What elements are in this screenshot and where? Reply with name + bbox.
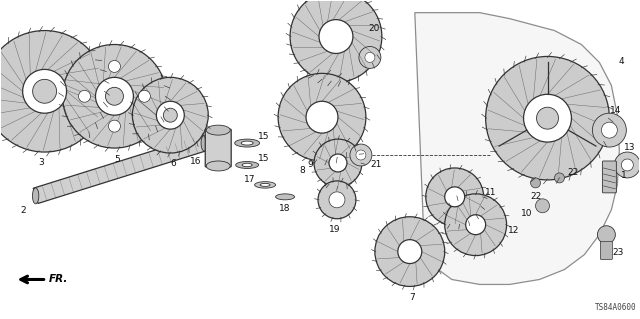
- Circle shape: [524, 94, 572, 142]
- Circle shape: [329, 192, 345, 208]
- Circle shape: [318, 181, 356, 219]
- Text: 7: 7: [409, 293, 415, 302]
- Ellipse shape: [255, 182, 276, 188]
- Circle shape: [22, 70, 67, 113]
- Circle shape: [108, 120, 120, 132]
- Text: 22: 22: [530, 192, 541, 201]
- Circle shape: [306, 101, 338, 133]
- Circle shape: [614, 152, 640, 178]
- Text: 6: 6: [170, 160, 176, 168]
- Circle shape: [531, 178, 541, 188]
- FancyBboxPatch shape: [205, 129, 231, 167]
- Ellipse shape: [201, 135, 207, 151]
- Circle shape: [621, 159, 634, 171]
- Circle shape: [350, 144, 372, 166]
- Ellipse shape: [241, 141, 253, 145]
- Text: 21: 21: [370, 160, 381, 169]
- Circle shape: [329, 154, 347, 172]
- Circle shape: [163, 108, 177, 122]
- Text: 23: 23: [612, 248, 624, 257]
- Text: 22: 22: [568, 168, 579, 177]
- Circle shape: [554, 173, 564, 183]
- Circle shape: [375, 217, 445, 286]
- Circle shape: [314, 139, 362, 187]
- Polygon shape: [33, 136, 207, 204]
- Text: TS84A0600: TS84A0600: [595, 303, 636, 312]
- FancyBboxPatch shape: [600, 241, 612, 260]
- Circle shape: [106, 87, 124, 105]
- Circle shape: [365, 52, 375, 63]
- Ellipse shape: [236, 161, 259, 168]
- Circle shape: [63, 45, 166, 148]
- Text: 2: 2: [21, 206, 26, 215]
- Ellipse shape: [242, 163, 252, 167]
- Polygon shape: [415, 13, 620, 285]
- Ellipse shape: [206, 161, 230, 171]
- Circle shape: [108, 60, 120, 72]
- FancyBboxPatch shape: [602, 161, 616, 193]
- Circle shape: [79, 90, 90, 102]
- Text: 13: 13: [623, 143, 635, 152]
- Circle shape: [398, 240, 422, 263]
- Ellipse shape: [260, 183, 270, 186]
- Text: 15: 15: [259, 132, 270, 141]
- Ellipse shape: [276, 194, 294, 200]
- Circle shape: [138, 90, 150, 102]
- Circle shape: [445, 187, 465, 207]
- Text: 11: 11: [485, 188, 497, 197]
- Text: 8: 8: [299, 167, 305, 175]
- Ellipse shape: [235, 139, 260, 147]
- Circle shape: [278, 73, 366, 161]
- Circle shape: [593, 113, 627, 147]
- Text: 17: 17: [244, 175, 256, 184]
- Text: 5: 5: [115, 154, 120, 164]
- Circle shape: [466, 215, 486, 235]
- Circle shape: [132, 78, 208, 153]
- Circle shape: [426, 168, 484, 226]
- Circle shape: [33, 79, 56, 103]
- Circle shape: [319, 19, 353, 54]
- Circle shape: [359, 47, 381, 68]
- Circle shape: [95, 78, 133, 115]
- Ellipse shape: [33, 188, 39, 204]
- Text: 3: 3: [39, 159, 45, 167]
- Circle shape: [356, 150, 366, 160]
- Circle shape: [0, 31, 106, 152]
- Circle shape: [290, 0, 382, 82]
- Text: 4: 4: [618, 57, 624, 66]
- Ellipse shape: [206, 125, 230, 135]
- Text: 18: 18: [279, 204, 291, 213]
- Text: FR.: FR.: [49, 274, 68, 285]
- Text: 15: 15: [259, 153, 270, 162]
- Text: 19: 19: [329, 225, 340, 234]
- Text: 1: 1: [620, 171, 626, 181]
- Circle shape: [445, 194, 507, 256]
- Circle shape: [536, 199, 550, 213]
- Circle shape: [536, 107, 559, 129]
- Text: 9: 9: [307, 160, 313, 169]
- Text: 12: 12: [508, 226, 519, 235]
- Text: 20: 20: [368, 24, 380, 33]
- Circle shape: [602, 122, 618, 138]
- Circle shape: [486, 56, 609, 180]
- Text: 14: 14: [610, 106, 621, 115]
- Circle shape: [597, 226, 615, 244]
- Circle shape: [156, 101, 184, 129]
- Text: 16: 16: [189, 158, 201, 167]
- Text: 10: 10: [521, 209, 532, 218]
